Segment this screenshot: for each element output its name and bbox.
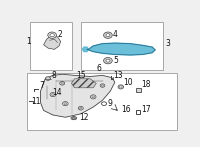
Text: 10: 10 <box>123 78 133 87</box>
Text: 4: 4 <box>113 30 118 39</box>
Circle shape <box>119 86 122 88</box>
Circle shape <box>48 32 56 38</box>
Circle shape <box>52 94 54 96</box>
Text: 12: 12 <box>79 113 88 122</box>
Circle shape <box>118 85 124 89</box>
Circle shape <box>50 93 56 97</box>
Circle shape <box>100 84 105 87</box>
Bar <box>27 73 177 130</box>
Bar <box>136 88 141 92</box>
Circle shape <box>50 34 54 37</box>
Circle shape <box>63 102 68 106</box>
Text: 9: 9 <box>107 99 112 108</box>
Text: 11: 11 <box>31 97 40 106</box>
Ellipse shape <box>71 117 77 120</box>
Polygon shape <box>87 43 155 55</box>
Bar <box>30 22 72 70</box>
Polygon shape <box>82 47 89 52</box>
Circle shape <box>104 57 112 64</box>
Circle shape <box>80 107 82 109</box>
Circle shape <box>90 95 96 99</box>
Text: 3: 3 <box>165 39 170 48</box>
Polygon shape <box>44 36 61 49</box>
Circle shape <box>104 32 112 38</box>
Text: 15: 15 <box>76 71 86 80</box>
Text: 2: 2 <box>57 30 62 39</box>
Bar <box>136 110 140 114</box>
Text: 18: 18 <box>142 80 151 89</box>
Circle shape <box>61 82 63 84</box>
Circle shape <box>64 103 67 105</box>
Circle shape <box>45 77 50 80</box>
Polygon shape <box>72 79 96 88</box>
Bar <box>81 22 163 70</box>
Text: 8: 8 <box>51 71 56 80</box>
Text: 13: 13 <box>113 71 123 80</box>
Text: 16: 16 <box>121 105 130 114</box>
Circle shape <box>60 81 65 85</box>
Text: 17: 17 <box>141 105 151 114</box>
Circle shape <box>92 96 95 98</box>
Circle shape <box>78 106 83 110</box>
Polygon shape <box>40 74 115 117</box>
Text: 1: 1 <box>26 37 31 46</box>
Text: 5: 5 <box>113 56 118 65</box>
Circle shape <box>101 85 104 86</box>
Circle shape <box>106 59 110 62</box>
Text: 7: 7 <box>39 81 44 90</box>
Circle shape <box>72 117 75 119</box>
Text: 6: 6 <box>97 64 102 73</box>
Circle shape <box>106 34 110 37</box>
Text: 14: 14 <box>52 88 62 97</box>
